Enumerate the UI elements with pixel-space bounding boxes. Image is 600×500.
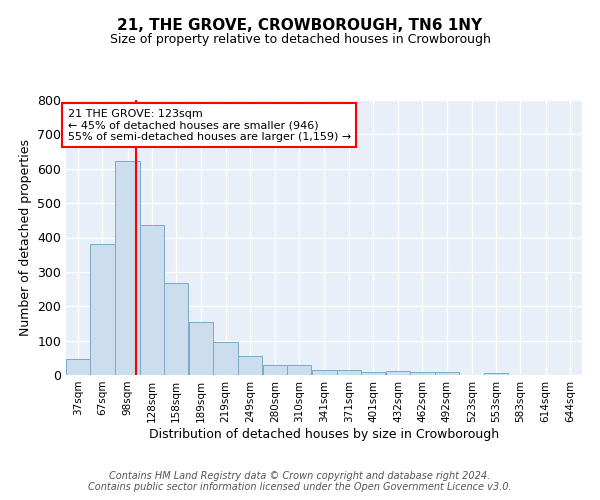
Bar: [386, 370, 410, 375]
Bar: [434, 372, 459, 375]
Bar: [484, 372, 508, 375]
Bar: [238, 356, 262, 375]
Text: Contains HM Land Registry data © Crown copyright and database right 2024.
Contai: Contains HM Land Registry data © Crown c…: [88, 471, 512, 492]
Bar: [361, 372, 385, 375]
Bar: [140, 226, 164, 375]
Bar: [214, 342, 238, 375]
Bar: [312, 370, 337, 375]
Text: 21, THE GROVE, CROWBOROUGH, TN6 1NY: 21, THE GROVE, CROWBOROUGH, TN6 1NY: [118, 18, 482, 32]
Text: 21 THE GROVE: 123sqm
← 45% of detached houses are smaller (946)
55% of semi-deta: 21 THE GROVE: 123sqm ← 45% of detached h…: [68, 108, 351, 142]
Bar: [66, 359, 91, 375]
Y-axis label: Number of detached properties: Number of detached properties: [19, 139, 32, 336]
Bar: [189, 322, 214, 375]
X-axis label: Distribution of detached houses by size in Crowborough: Distribution of detached houses by size …: [149, 428, 499, 440]
Bar: [115, 161, 140, 375]
Bar: [287, 364, 311, 375]
Bar: [91, 244, 115, 375]
Text: Size of property relative to detached houses in Crowborough: Size of property relative to detached ho…: [110, 32, 490, 46]
Bar: [410, 372, 434, 375]
Bar: [164, 283, 188, 375]
Bar: [263, 364, 287, 375]
Bar: [337, 370, 361, 375]
